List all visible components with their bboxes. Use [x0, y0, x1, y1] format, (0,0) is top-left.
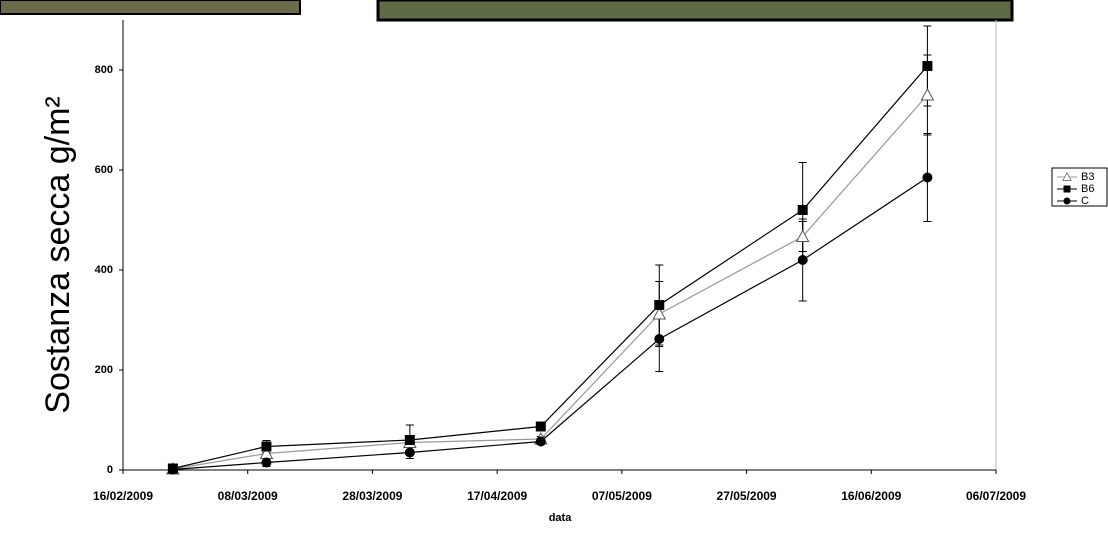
marker: [922, 173, 932, 183]
marker: [921, 89, 933, 100]
legend-label: B6: [1081, 183, 1094, 195]
legend-label: B3: [1081, 171, 1094, 183]
marker: [405, 435, 415, 445]
y-tick-label: 600: [95, 164, 113, 176]
marker: [168, 465, 178, 475]
legend-marker: [1064, 198, 1071, 205]
x-tick-label: 28/03/2009: [342, 489, 402, 503]
y-tick-label: 0: [107, 464, 113, 476]
chart: data Sostanza secca g/m² 0 200 400 600 800 16…: [0, 0, 1108, 536]
marker: [654, 334, 664, 344]
y-tick-label: 800: [95, 64, 113, 76]
x-tick-label: 08/03/2009: [218, 489, 278, 503]
x-tick-label: 27/05/2009: [717, 489, 777, 503]
x-axis-label: data: [549, 512, 573, 524]
series-line: [173, 95, 928, 469]
x-tick-label: 17/04/2009: [467, 489, 527, 503]
series-line: [173, 66, 928, 469]
marker: [261, 442, 271, 452]
x-tick-label: 16/02/2009: [93, 489, 153, 503]
marker: [798, 205, 808, 215]
x-tick-label: 06/07/2009: [966, 489, 1026, 503]
photo: [378, 0, 1012, 20]
x-tick-label: 16/06/2009: [841, 489, 901, 503]
marker: [405, 448, 415, 458]
marker: [922, 61, 932, 71]
photo: [0, 0, 300, 14]
legend-marker: [1064, 186, 1071, 193]
marker: [798, 255, 808, 265]
legend: [1052, 168, 1107, 206]
legend-label: C: [1081, 195, 1089, 207]
y-tick-label: 200: [95, 364, 113, 376]
marker: [261, 458, 271, 468]
marker: [536, 422, 546, 432]
marker: [536, 437, 546, 447]
x-tick-label: 07/05/2009: [592, 489, 652, 503]
y-axis-label: Sostanza secca g/m²: [39, 96, 77, 413]
marker: [654, 300, 664, 310]
series-line: [173, 178, 928, 470]
y-tick-label: 400: [95, 264, 113, 276]
